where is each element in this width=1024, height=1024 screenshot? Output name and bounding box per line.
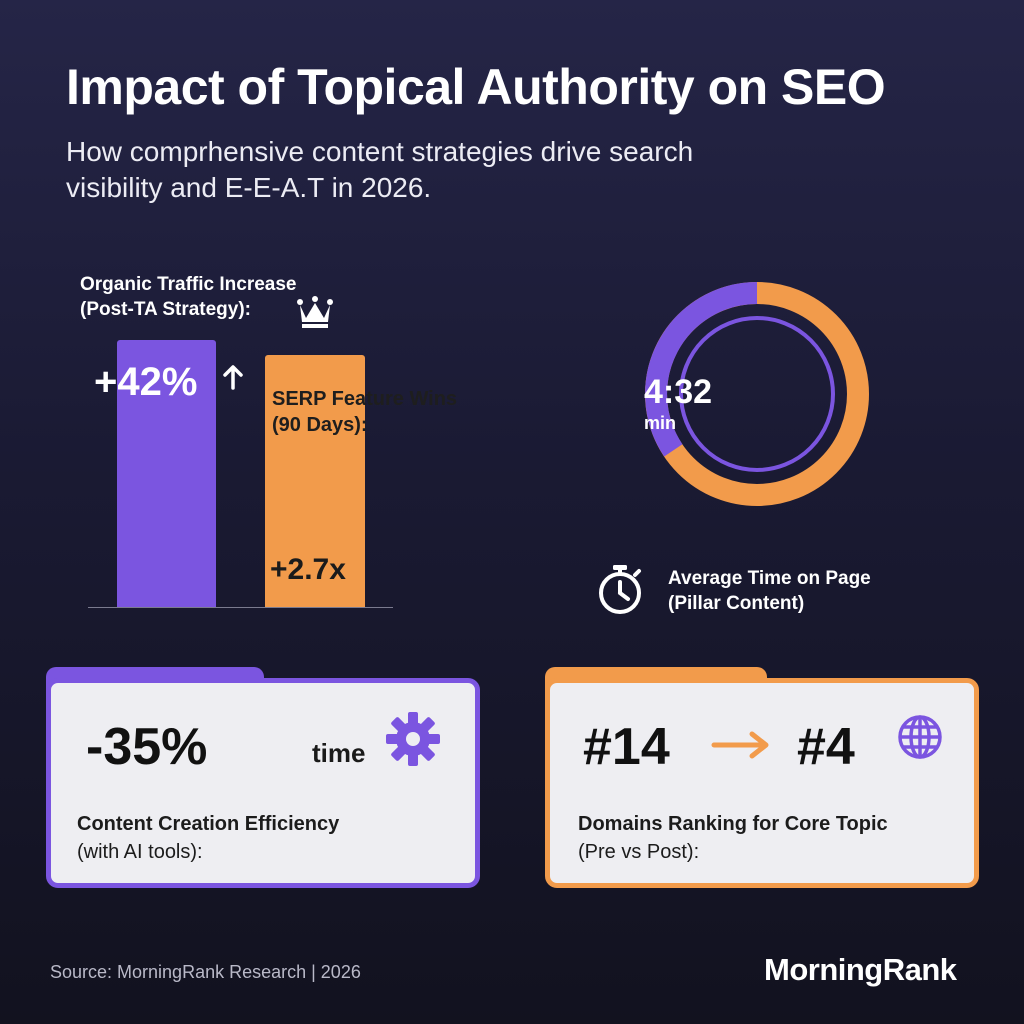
efficiency-card (46, 678, 480, 888)
stopwatch-icon (595, 563, 645, 615)
serp-feature-label-line2: (90 Days): (272, 414, 368, 436)
crown-icon (296, 296, 334, 330)
gear-icon (384, 710, 442, 768)
brand-logo: MorningRank (764, 952, 957, 987)
serp-feature-value: +2.7x (270, 553, 346, 586)
organic-traffic-label-line2: (Post-TA Strategy): (80, 299, 251, 320)
ranking-label-line1: Domains Ranking for Core Topic (578, 813, 888, 835)
organic-traffic-value: +42% (94, 360, 198, 404)
time-on-page-value: 4:32 (644, 373, 713, 411)
arrow-right-icon (710, 730, 772, 760)
ranking-label-line2: (Pre vs Post): (578, 841, 700, 863)
time-on-page-ring: 4:32 min (644, 281, 870, 507)
time-on-page-unit: min (644, 413, 677, 433)
globe-icon (896, 713, 944, 761)
serp-feature-label-line1: SERP Feature Wins (272, 388, 458, 410)
page-title: Impact of Topical Authority on SEO (66, 59, 886, 115)
ranking-label: Domains Ranking for Core Topic (Pre vs P… (578, 810, 888, 866)
chart-baseline (88, 607, 393, 608)
organic-traffic-label: Organic Traffic Increase (Post-TA Strate… (80, 272, 297, 322)
organic-traffic-label-line1: Organic Traffic Increase (80, 274, 297, 295)
arrow-up-icon (222, 364, 244, 390)
time-on-page-label: Average Time on Page (Pillar Content) (668, 566, 871, 616)
efficiency-label-line2: (with AI tools): (77, 841, 203, 863)
page-subtitle: How comprhensive content strategies driv… (66, 136, 694, 203)
time-on-page-label-line1: Average Time on Page (668, 568, 871, 589)
ranking-to-value: #4 (797, 718, 855, 776)
organic-traffic-bar (117, 340, 216, 608)
time-on-page-label-line2: (Pillar Content) (668, 593, 805, 614)
ring-inner-circle (679, 316, 835, 472)
efficiency-value: -35% (86, 718, 208, 776)
ranking-from-value: #14 (583, 718, 670, 776)
serp-feature-bar (265, 355, 365, 608)
ranking-card (545, 678, 979, 888)
efficiency-label: Content Creation Efficiency (with AI too… (77, 810, 339, 866)
ring-purple-segment (645, 282, 758, 457)
serp-feature-label: SERP Feature Wins (90 Days): (272, 386, 457, 438)
efficiency-label-line1: Content Creation Efficiency (77, 813, 340, 835)
source-note: Source: MorningRank Research | 2026 (50, 962, 361, 982)
efficiency-secondary: time (312, 738, 366, 768)
